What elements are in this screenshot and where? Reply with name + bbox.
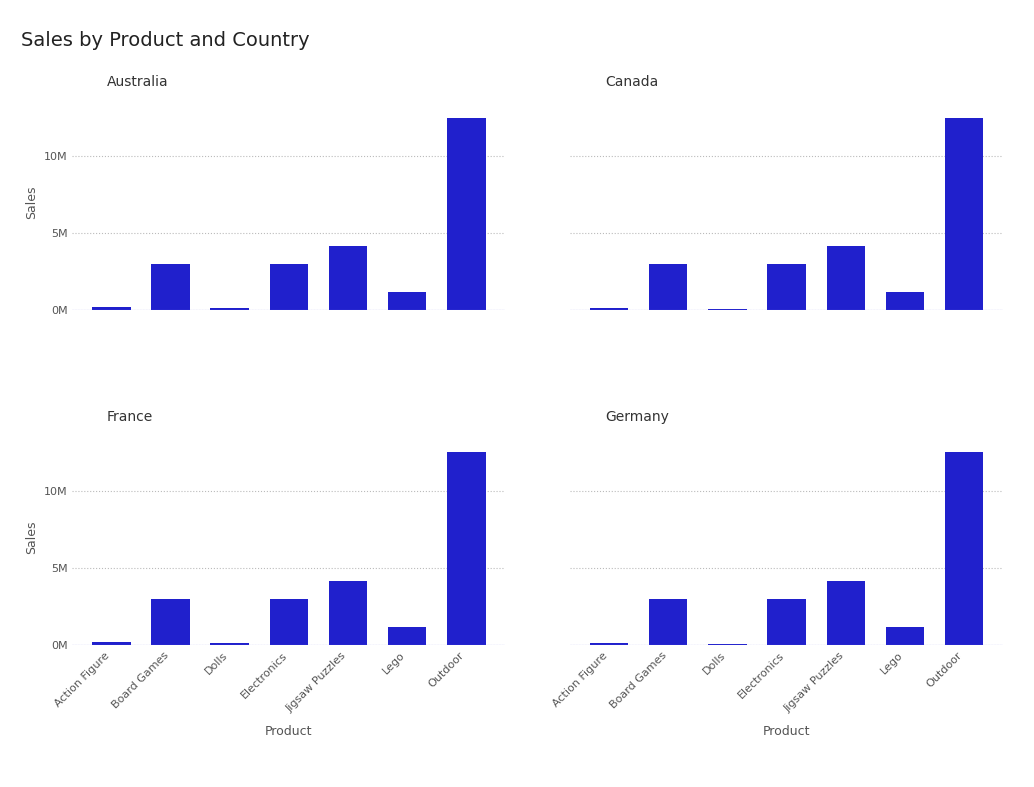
Y-axis label: Sales: Sales <box>26 520 38 554</box>
Bar <box>151 264 189 311</box>
Y-axis label: Sales: Sales <box>26 186 38 220</box>
Bar <box>589 643 629 645</box>
Bar <box>151 599 189 645</box>
Bar <box>826 581 865 645</box>
Bar <box>447 453 486 645</box>
Bar <box>388 292 426 311</box>
Bar <box>329 581 367 645</box>
Bar <box>329 246 367 311</box>
Bar <box>886 626 924 645</box>
Bar <box>388 626 426 645</box>
Text: Canada: Canada <box>605 75 658 89</box>
Bar <box>708 644 747 645</box>
Bar <box>767 264 805 311</box>
Bar <box>945 453 983 645</box>
Bar <box>826 246 865 311</box>
Bar <box>447 117 486 311</box>
X-axis label: Product: Product <box>265 725 312 738</box>
Bar <box>708 309 747 311</box>
X-axis label: Product: Product <box>763 725 811 738</box>
Bar <box>210 643 249 645</box>
Bar <box>92 642 130 645</box>
Bar <box>767 599 805 645</box>
Bar <box>210 309 249 311</box>
Text: France: France <box>107 410 153 424</box>
Bar <box>270 599 308 645</box>
Bar <box>945 117 983 311</box>
Bar <box>270 264 308 311</box>
Text: Sales by Product and Country: Sales by Product and Country <box>21 31 309 50</box>
Text: Australia: Australia <box>107 75 169 89</box>
Bar <box>649 599 688 645</box>
Bar <box>886 292 924 311</box>
Bar <box>589 309 629 311</box>
Bar <box>92 308 130 311</box>
Bar <box>649 264 688 311</box>
Text: Germany: Germany <box>605 410 669 424</box>
